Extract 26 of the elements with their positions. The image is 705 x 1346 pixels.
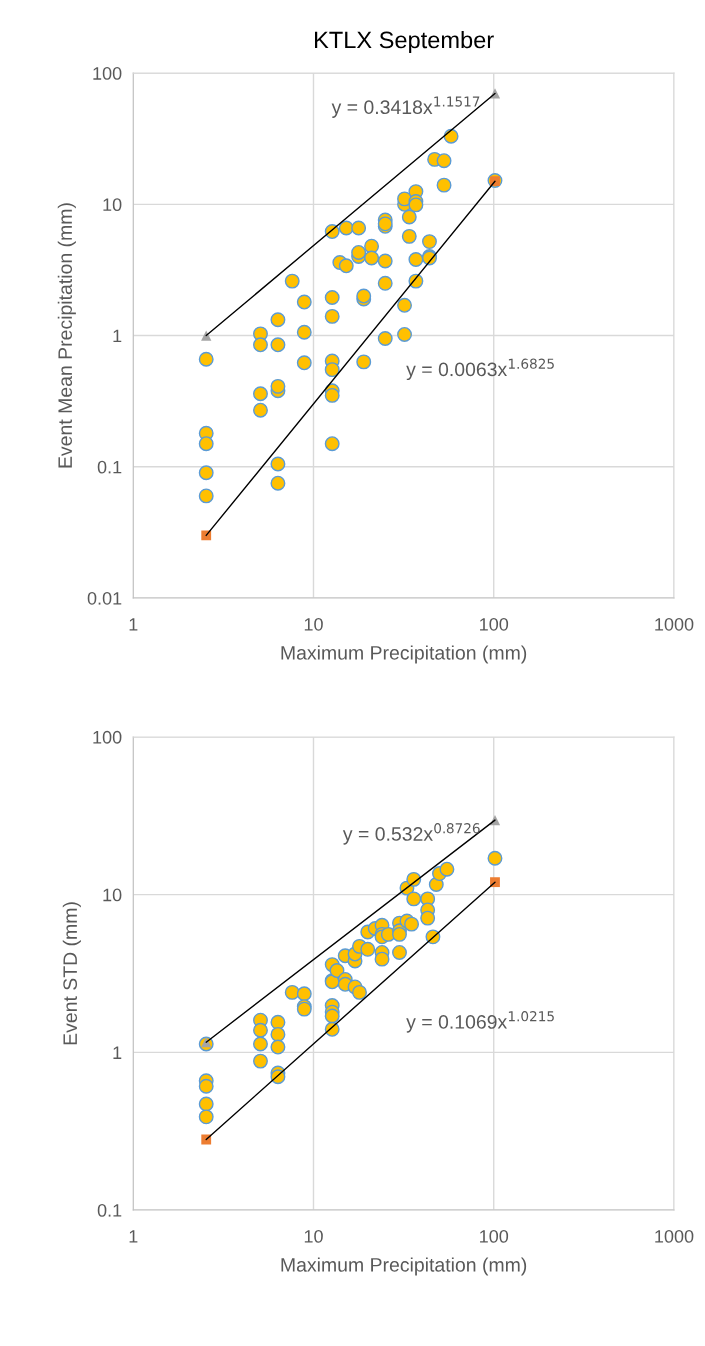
x-tick-label: 1 <box>129 618 138 631</box>
x-tick-label: 100 <box>480 617 509 631</box>
x-axis-title: Maximum Precipitation (mm) <box>281 1257 527 1276</box>
y-tick-label: 1 <box>113 329 122 343</box>
x-tick-label: 1 <box>129 1230 138 1243</box>
y-tick-label: 100 <box>93 730 122 744</box>
x-tick-label: 1000 <box>655 617 694 631</box>
x-tick-label: 1000 <box>655 1229 694 1243</box>
x-tick-label: 10 <box>304 1229 323 1243</box>
y-axis-title: Event STD (mm) <box>62 902 81 1045</box>
y-tick-label: 10 <box>103 888 122 902</box>
y-tick-label: 0.1 <box>97 1203 122 1217</box>
x-axis-title: Maximum Precipitation (mm) <box>281 645 527 664</box>
series-label: y = 0.3418x$^{1.1517}$ <box>331 96 480 118</box>
y-axis-title: Event Mean Precipitation (mm) <box>57 203 76 468</box>
x-tick-label: 100 <box>480 1229 509 1243</box>
text: y = 0.0063x$^{1.6825}$ <box>406 358 554 381</box>
y-tick-label: 1 <box>113 1046 122 1059</box>
y-tick-label: 0.1 <box>97 460 122 474</box>
y-tick-label: 0.01 <box>87 591 122 605</box>
chart-title: KTLX September <box>315 30 494 53</box>
x-tick-label: 10 <box>304 617 323 631</box>
y-tick-label: 10 <box>103 198 122 212</box>
series-label: y = 0.1069x$^{1.0215}$ <box>406 1011 554 1033</box>
y-tick-label: 100 <box>93 67 122 80</box>
series-label: y = 0.532x$^{0.8726}$ <box>342 823 480 845</box>
